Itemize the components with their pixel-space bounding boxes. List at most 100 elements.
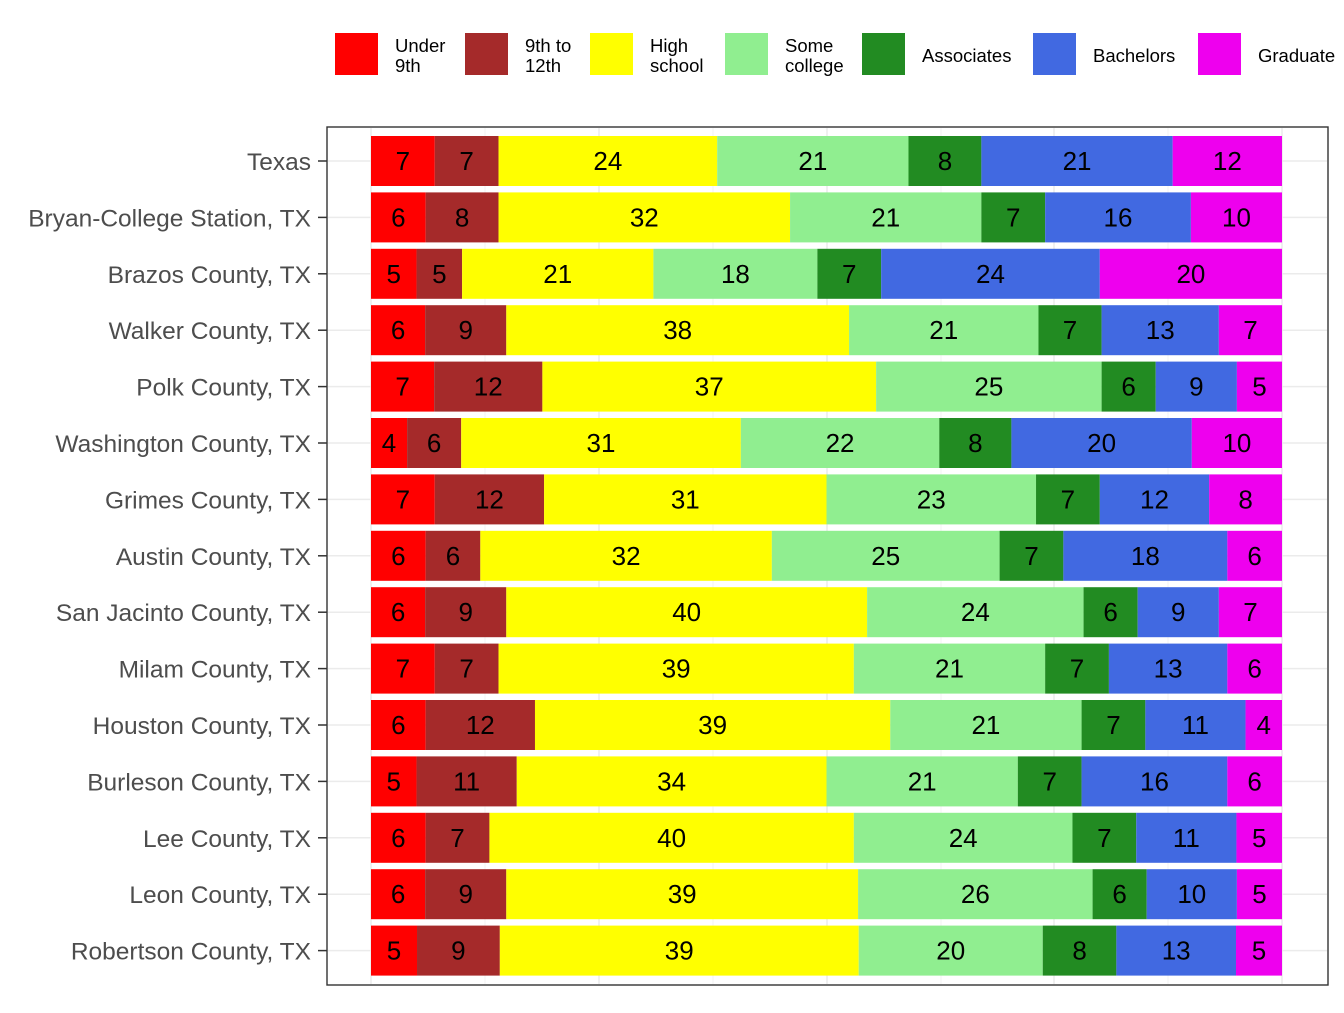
bar-segment-some-college xyxy=(849,305,1039,356)
bar-value-label: 21 xyxy=(1063,146,1092,176)
y-tick-label: Bryan-College Station, TX xyxy=(28,205,311,232)
bar-value-label: 6 xyxy=(391,879,405,909)
bar-segment-graduate xyxy=(1218,587,1282,638)
bar-value-label: 12 xyxy=(1140,484,1169,514)
bar-value-label: 6 xyxy=(446,541,460,571)
bar-segment-some-college xyxy=(853,812,1073,863)
bar-value-label: 5 xyxy=(1252,936,1266,966)
bar-segment-under-9th xyxy=(371,530,426,581)
bar-value-label: 25 xyxy=(871,541,900,571)
bar-value-label: 7 xyxy=(1061,484,1075,514)
bar-value-label: 6 xyxy=(391,823,405,853)
bar-value-label: 24 xyxy=(593,146,622,176)
bar-value-label: 13 xyxy=(1146,315,1175,345)
bar-segment-associates xyxy=(1045,643,1109,694)
bar-segment-bachelors xyxy=(981,136,1173,186)
bar-segment-high-school xyxy=(480,530,772,581)
bar-segment-9th-to-12th xyxy=(425,812,490,863)
bar-segment-some-college xyxy=(858,869,1093,920)
bar-value-label: 13 xyxy=(1154,654,1183,684)
bar-value-label: 37 xyxy=(695,372,724,402)
bar-segment-under-9th xyxy=(371,305,426,356)
bar-segment-9th-to-12th xyxy=(417,925,500,976)
bar-value-label: 7 xyxy=(1106,710,1120,740)
bar-value-label: 24 xyxy=(976,259,1005,289)
bar-value-label: 22 xyxy=(826,428,855,458)
y-tick-label: Austin County, TX xyxy=(116,544,311,571)
bar-value-label: 20 xyxy=(1087,428,1116,458)
bar-row-walker-county-tx: 6 9 38 21 7 13 7 xyxy=(371,305,1282,356)
bar-value-label: 21 xyxy=(908,766,937,796)
bar-row-milam-county-tx: 7 7 39 21 7 13 6 xyxy=(371,643,1282,694)
bar-segment-9th-to-12th xyxy=(425,305,507,356)
bar-segment-associates xyxy=(1038,305,1102,356)
bar-segment-some-college xyxy=(771,530,1000,581)
bar-value-label: 7 xyxy=(396,484,410,514)
bar-value-label: 21 xyxy=(929,315,958,345)
bar-value-label: 21 xyxy=(935,654,964,684)
y-tick-label: Leon County, TX xyxy=(129,882,311,909)
bar-value-label: 6 xyxy=(1103,597,1117,627)
bar-value-label: 8 xyxy=(968,428,982,458)
bar-segment-graduate xyxy=(1218,305,1282,356)
bar-value-label: 16 xyxy=(1140,766,1169,796)
bar-segment-graduate xyxy=(1227,643,1282,694)
bar-segment-bachelors xyxy=(1081,756,1228,807)
bar-value-label: 7 xyxy=(1070,654,1084,684)
bar-segment-under-9th xyxy=(371,643,435,694)
bar-segment-under-9th xyxy=(371,248,417,299)
bar-value-label: 11 xyxy=(1182,710,1209,740)
bar-value-label: 6 xyxy=(1121,372,1135,402)
bar-value-label: 7 xyxy=(1006,202,1020,232)
bar-segment-some-college xyxy=(653,248,818,299)
y-tick-label: Texas xyxy=(247,149,311,176)
legend-item-bachelors: Bachelors xyxy=(1033,33,1175,75)
bar-segment-graduate xyxy=(1236,812,1282,863)
bar-value-label: 39 xyxy=(662,654,691,684)
bar-segment-high-school xyxy=(462,248,654,299)
bar-value-label: 7 xyxy=(1063,315,1077,345)
bar-segment-graduate xyxy=(1191,418,1282,468)
bar-segment-some-college xyxy=(853,643,1046,694)
bar-segment-under-9th xyxy=(371,812,426,863)
bar-row-austin-county-tx: 6 6 32 25 7 18 6 xyxy=(371,530,1282,581)
bar-value-label: 25 xyxy=(974,372,1003,402)
bar-value-label: 39 xyxy=(668,879,697,909)
bar-segment-associates xyxy=(999,530,1064,581)
bar-value-label: 32 xyxy=(630,202,659,232)
bar-segment-graduate xyxy=(1099,248,1282,299)
bar-value-label: 23 xyxy=(917,484,946,514)
bar-segment-some-college xyxy=(876,361,1102,412)
bar-value-label: 13 xyxy=(1162,936,1191,966)
legend-label: Under 9th xyxy=(395,35,445,76)
y-tick-label: Houston County, TX xyxy=(93,713,311,740)
y-tick-label: Robertson County, TX xyxy=(71,939,311,966)
bar-value-label: 8 xyxy=(1238,484,1252,514)
bar-segment-bachelors xyxy=(1116,925,1236,976)
bar-value-label: 10 xyxy=(1177,879,1206,909)
bar-segment-9th-to-12th xyxy=(425,700,535,750)
bar-segment-bachelors xyxy=(1099,474,1210,525)
y-tick-label: San Jacinto County, TX xyxy=(56,600,311,627)
bar-segment-9th-to-12th xyxy=(407,418,462,468)
bar-value-label: 10 xyxy=(1222,202,1251,232)
bar-segment-under-9th xyxy=(371,361,435,412)
bar-value-label: 24 xyxy=(949,823,978,853)
bar-segment-associates xyxy=(1101,361,1156,412)
bar-value-label: 8 xyxy=(938,146,952,176)
bar-segment-high-school xyxy=(499,925,859,976)
bar-segment-associates xyxy=(1072,812,1137,863)
bar-value-label: 9 xyxy=(1171,597,1185,627)
bar-segment-associates xyxy=(1092,869,1147,920)
bar-row-grimes-county-tx: 7 12 31 23 7 12 8 xyxy=(371,474,1282,525)
bar-row-washington-county-tx: 4 6 31 22 8 20 10 xyxy=(371,418,1282,468)
bar-segment-some-college xyxy=(858,925,1043,976)
bar-segment-high-school xyxy=(498,136,718,186)
bar-value-label: 10 xyxy=(1222,428,1251,458)
bar-value-label: 7 xyxy=(1042,766,1056,796)
bar-value-label: 6 xyxy=(1247,766,1261,796)
bar-segment-9th-to-12th xyxy=(416,756,517,807)
bar-segment-9th-to-12th xyxy=(434,474,545,525)
y-tick-label: Brazos County, TX xyxy=(108,262,311,289)
